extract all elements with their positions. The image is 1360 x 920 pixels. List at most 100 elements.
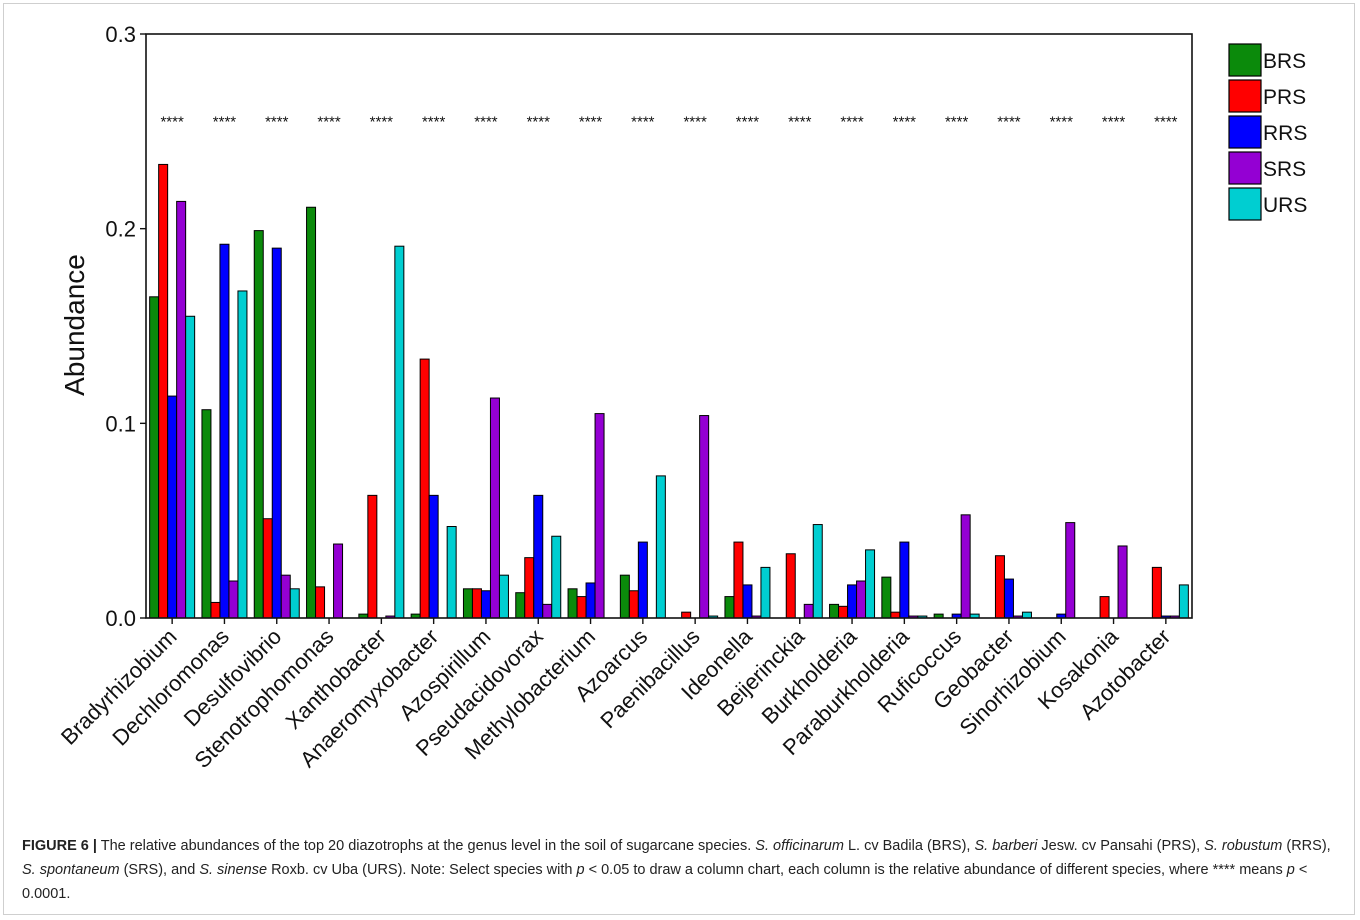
bar-rrs-methylobacterium [585, 582, 596, 619]
caption-segment: (SRS), and [119, 862, 200, 878]
legend-key-srs [1228, 151, 1262, 185]
bar-urs-geobacter [1021, 611, 1032, 619]
significance-label: **** [265, 114, 289, 131]
legend-key-prs [1228, 79, 1262, 113]
significance-label: **** [370, 114, 394, 131]
significance-label: **** [1102, 114, 1126, 131]
legend-label-urs: URS [1263, 194, 1307, 217]
bar-prs-methylobacterium [576, 596, 587, 619]
bar-urs-anaeromyxobacter [446, 526, 457, 619]
bar-urs-xanthobacter [394, 245, 405, 619]
caption-segment: p [1286, 862, 1295, 878]
significance-label: **** [840, 114, 864, 131]
significance-label: **** [527, 114, 551, 131]
significance-label: **** [736, 114, 760, 131]
bar-urs-ideonella [760, 566, 771, 619]
significance-annotations: **** **** **** **** **** **** **** **** **** ****… [160, 114, 1177, 131]
bar-prs-paraburkholderia [890, 611, 901, 619]
bar-brs-bradyrhizobium [149, 296, 160, 619]
bar-urs-bradyrhizobium [185, 315, 196, 619]
legend-key-rrs [1228, 115, 1262, 149]
caption-segment: < 0.0001. [22, 862, 1308, 902]
legend-key-urs [1228, 187, 1262, 221]
bar-srs-desulfovibrio [280, 574, 291, 619]
bar-urs-azotobacter [1178, 584, 1189, 619]
bar-rrs-dechloromonas [219, 243, 230, 619]
legend-label-srs: SRS [1263, 158, 1306, 181]
bar-brs-azospirillum [462, 588, 473, 619]
bar-prs-azotobacter [1151, 566, 1162, 619]
bar-brs-methylobacterium [567, 588, 578, 619]
bar-brs-desulfovibrio [253, 230, 264, 619]
caption-segment: Roxb. cv Uba (URS). Note: Select species… [267, 862, 577, 878]
bar-brs-azoarcus [619, 574, 630, 619]
significance-label: **** [160, 114, 184, 131]
bar-rrs-bradyrhizobium [167, 395, 178, 619]
caption-segment: S. spontaneum [22, 862, 120, 878]
bar-srs-kosakonia [1117, 545, 1128, 619]
bar-srs-azospirillum [489, 397, 500, 619]
significance-label: **** [683, 114, 707, 131]
bar-rrs-geobacter [1003, 578, 1014, 619]
bar-prs-bradyrhizobium [158, 163, 169, 619]
bar-prs-paenibacillus [681, 611, 692, 619]
bar-prs-ideonella [733, 541, 744, 619]
legend-label-prs: PRS [1263, 86, 1306, 109]
caption-segment: S. barberi [974, 838, 1038, 854]
bar-rrs-paraburkholderia [899, 541, 910, 619]
bar-prs-azospirillum [471, 588, 482, 619]
bar-srs-bradyrhizobium [176, 200, 187, 619]
bar-prs-burkholderia [838, 605, 849, 619]
bar-srs-dechloromonas [228, 580, 239, 619]
bar-urs-azospirillum [498, 574, 509, 619]
bar-srs-methylobacterium [594, 413, 605, 619]
bar-urs-beijerinckia [812, 524, 823, 619]
y-tick-label: 0.0 [105, 606, 136, 631]
bar-prs-geobacter [994, 555, 1005, 619]
bar-srs-paenibacillus [699, 415, 710, 619]
bar-rrs-azoarcus [637, 541, 648, 619]
significance-label: **** [893, 114, 917, 131]
bars-layer [149, 163, 1189, 619]
significance-label: **** [579, 114, 603, 131]
caption-segment: L. cv Badila (BRS), [843, 838, 975, 854]
bar-prs-dechloromonas [210, 601, 221, 619]
figure-caption: FIGURE 6 | The relative abundances of th… [22, 834, 1342, 906]
bar-rrs-azospirillum [480, 590, 491, 619]
bar-prs-azoarcus [628, 590, 639, 619]
caption-segment: S. officinarum [755, 838, 844, 854]
significance-label: **** [317, 114, 341, 131]
bar-rrs-burkholderia [847, 584, 858, 619]
bar-prs-anaeromyxobacter [419, 358, 430, 619]
bar-prs-stenotrophomonas [315, 586, 326, 619]
y-tick-label: 0.2 [105, 217, 136, 242]
significance-label: **** [213, 114, 237, 131]
significance-label: **** [997, 114, 1021, 131]
significance-label: **** [631, 114, 655, 131]
caption-segment: p [576, 862, 585, 878]
bar-urs-burkholderia [865, 549, 876, 619]
bar-srs-pseudacidovorax [542, 603, 553, 619]
bar-urs-desulfovibrio [289, 588, 300, 619]
caption-segment: (RRS), [1282, 838, 1331, 854]
figure-frame [3, 3, 1355, 915]
plot-area-border [145, 33, 1193, 619]
bar-srs-stenotrophomonas [333, 543, 344, 619]
legend-label-rrs: RRS [1263, 122, 1307, 145]
bar-srs-ruficoccus [960, 514, 971, 619]
bar-rrs-pseudacidovorax [533, 494, 544, 619]
caption-segment: < 0.05 to draw a column chart, each colu… [584, 862, 1287, 878]
legend-label-brs: BRS [1263, 50, 1306, 73]
y-tick-label: 0.3 [105, 22, 136, 47]
bar-prs-desulfovibrio [262, 518, 273, 619]
caption-body: The relative abundances of the top 20 di… [22, 838, 1331, 902]
significance-label: **** [1050, 114, 1074, 131]
significance-label: **** [788, 114, 812, 131]
bar-rrs-desulfovibrio [271, 247, 282, 619]
figure-label: FIGURE 6 | [22, 838, 97, 854]
bar-srs-burkholderia [856, 580, 867, 619]
bar-brs-pseudacidovorax [515, 592, 526, 619]
axes-layer: 0.0 0.1 0.2 0.3 [105, 22, 1193, 631]
bar-brs-ideonella [724, 596, 735, 619]
bar-srs-sinorhizobium [1065, 522, 1076, 619]
